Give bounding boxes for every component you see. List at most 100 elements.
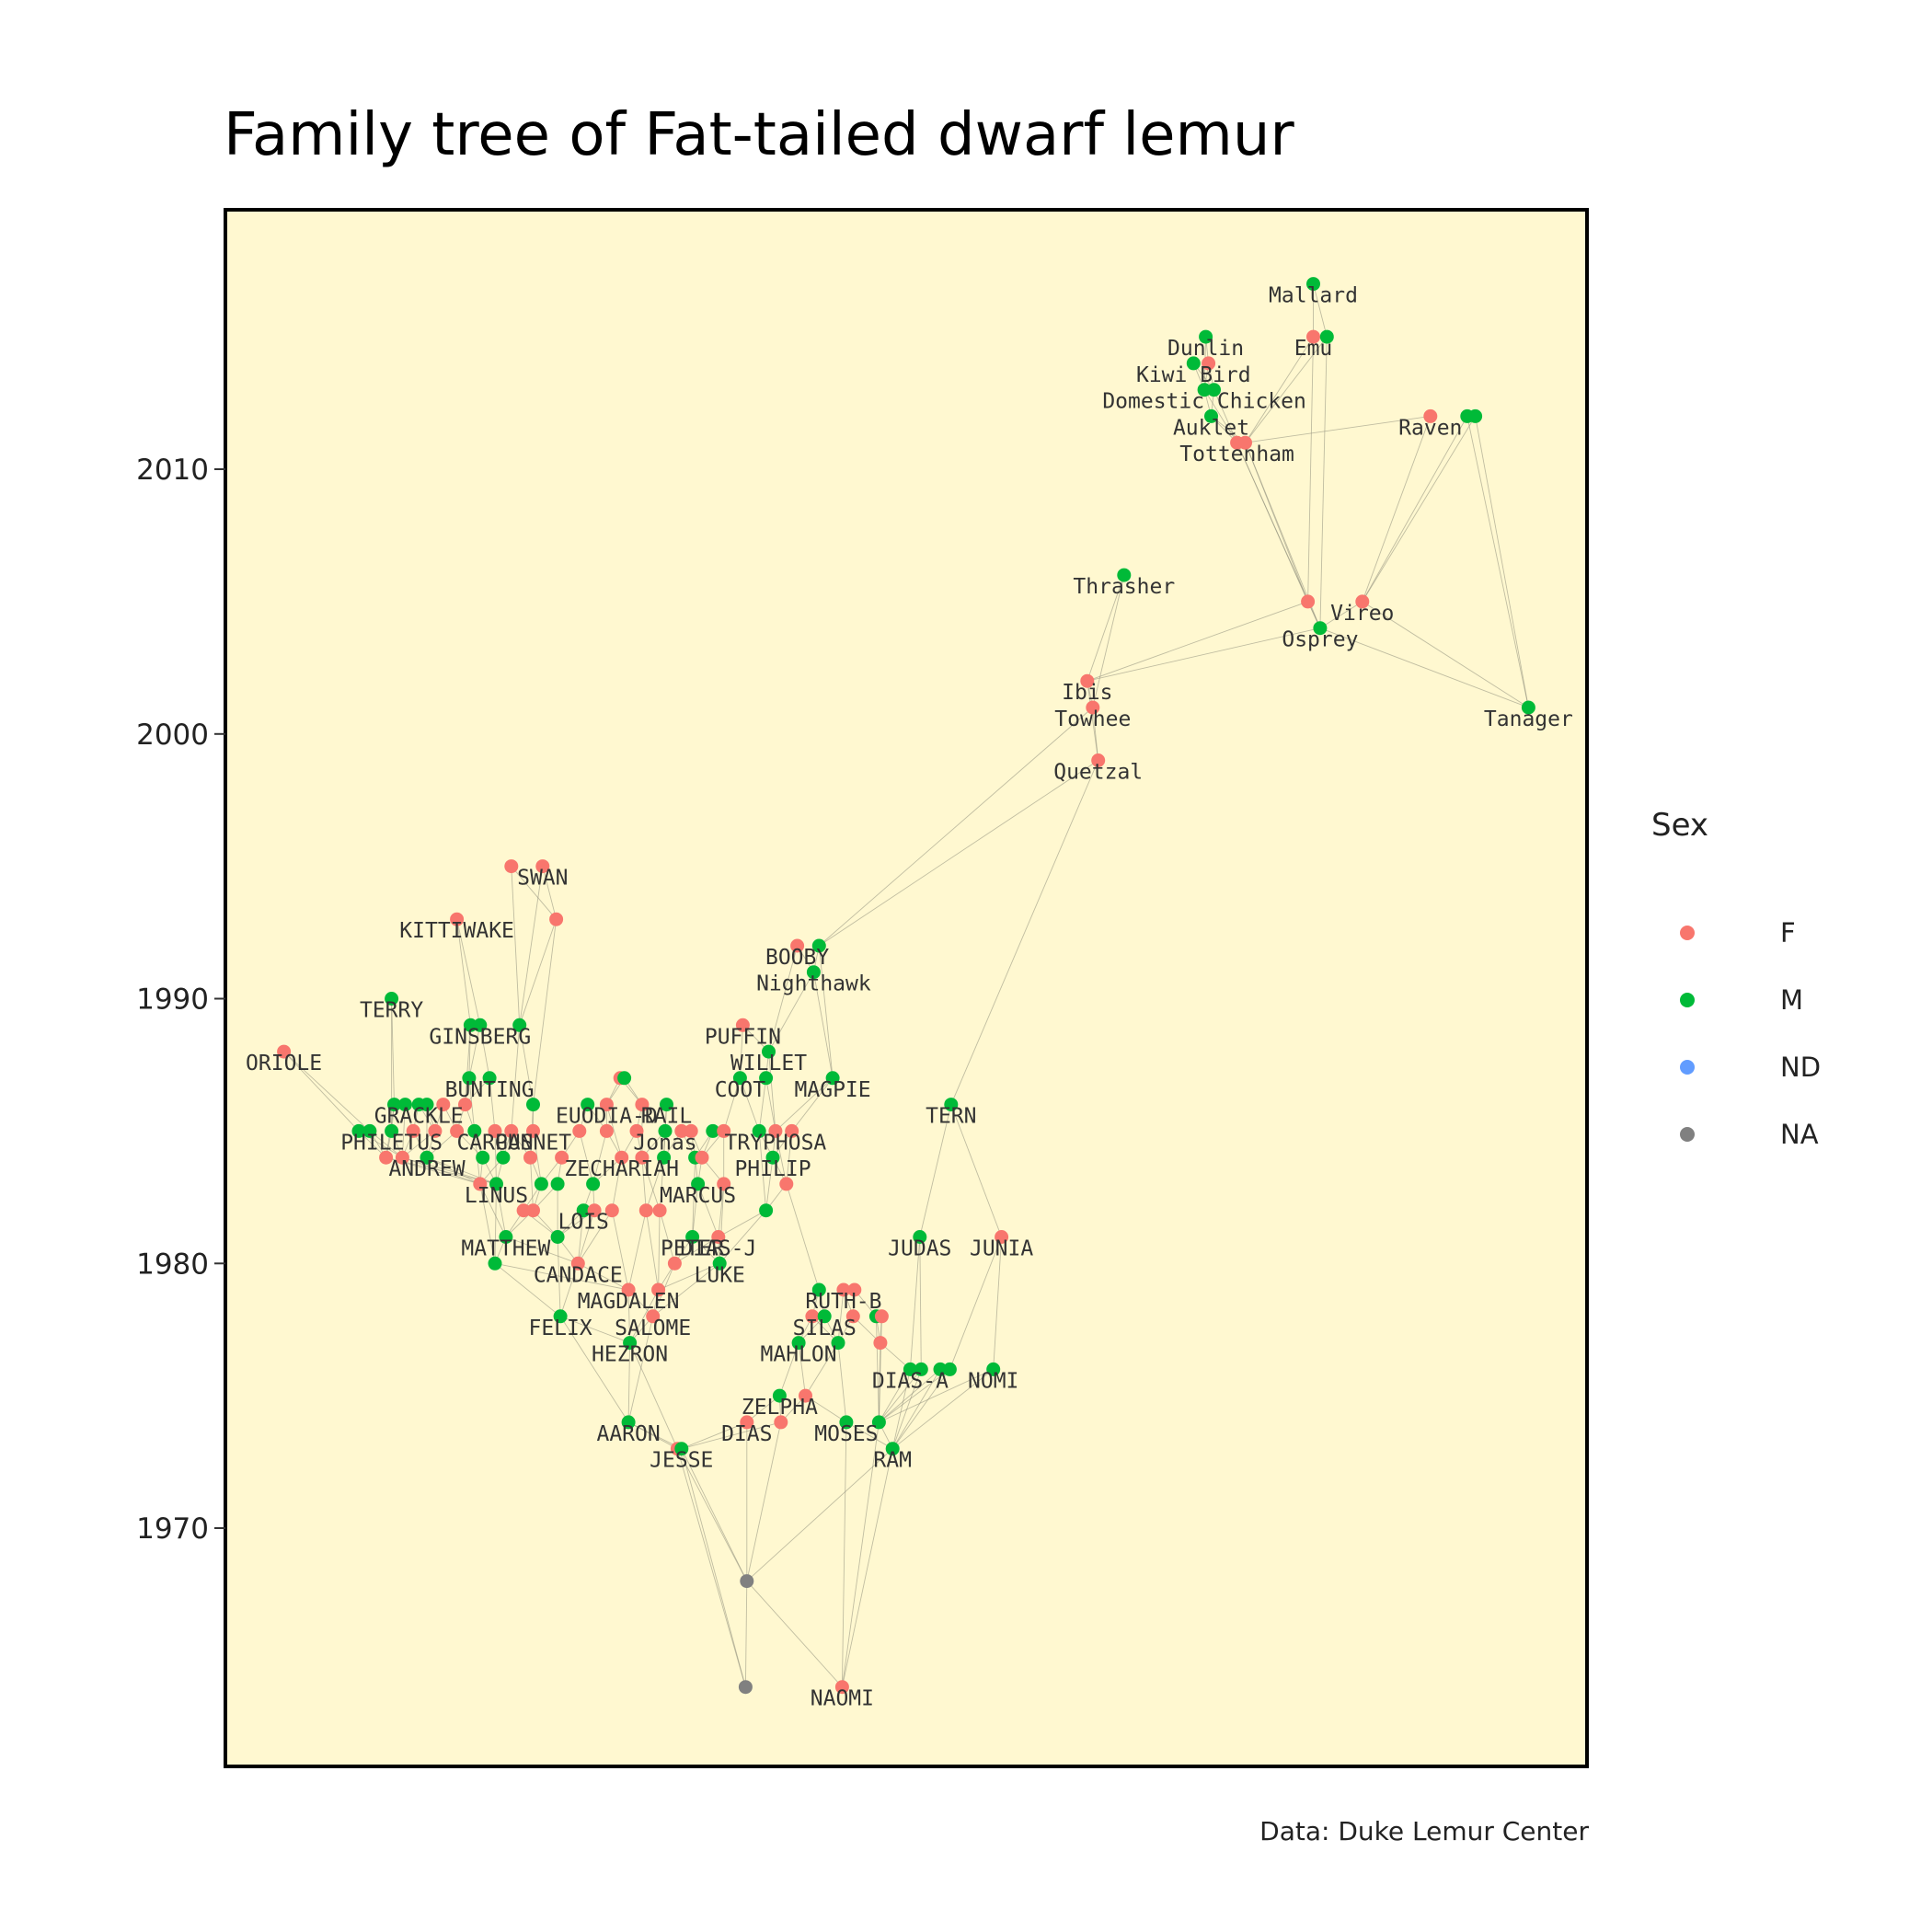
- lemur-node: [553, 1309, 568, 1324]
- lemur-node: [845, 1309, 860, 1324]
- family-edge: [681, 1448, 748, 1581]
- family-edge: [723, 1077, 741, 1132]
- node-label: AARON: [596, 1422, 660, 1446]
- family-edge: [494, 1131, 497, 1184]
- family-edge: [739, 1025, 743, 1078]
- node-label: MOSES: [814, 1422, 878, 1446]
- lemur-node: [496, 1150, 511, 1165]
- node-label: Quetzal: [1053, 761, 1143, 785]
- lemur-node: [621, 1415, 636, 1430]
- node-label: LUKE: [695, 1263, 745, 1287]
- node-label: SILAS: [793, 1317, 857, 1340]
- family-edge: [765, 1077, 776, 1132]
- family-edge: [786, 1183, 820, 1291]
- lemur-node: [759, 1071, 774, 1086]
- node-label: WILLET: [730, 1052, 807, 1075]
- family-edge: [718, 1210, 766, 1237]
- family-edge: [577, 1210, 613, 1264]
- family-edge: [1245, 415, 1431, 443]
- family-edge: [519, 1025, 534, 1105]
- family-edge: [681, 1448, 746, 1687]
- family-edge: [401, 1104, 406, 1158]
- lemur-node: [735, 1018, 750, 1032]
- family-edge: [479, 1183, 507, 1237]
- family-edge: [1245, 336, 1328, 443]
- lemur-node: [942, 1362, 957, 1376]
- family-edge: [841, 1448, 893, 1687]
- family-edge: [629, 1289, 659, 1343]
- lemur-node: [711, 1230, 726, 1244]
- family-edge: [746, 1448, 893, 1581]
- lemur-node: [740, 1574, 754, 1589]
- family-edge: [786, 1131, 793, 1184]
- lemur-node: [535, 859, 550, 874]
- family-edge: [768, 972, 814, 1052]
- node-label: Nighthawk: [756, 972, 871, 996]
- lemur-node: [799, 1388, 812, 1403]
- family-edge: [775, 1077, 834, 1132]
- lemur-node: [629, 1123, 644, 1138]
- lemur-node: [549, 912, 564, 926]
- lemur-node: [732, 1071, 747, 1086]
- family-edge: [950, 1104, 1003, 1237]
- family-edge: [519, 866, 544, 1026]
- family-edge: [837, 1342, 847, 1422]
- lemur-node: [385, 992, 399, 1006]
- family-edge: [805, 1395, 847, 1423]
- lemur-node: [871, 1415, 886, 1430]
- family-edge: [391, 998, 395, 1105]
- node-label: DIAS: [721, 1422, 772, 1446]
- family-edge: [456, 919, 481, 1026]
- lemur-node: [462, 1071, 477, 1086]
- family-edge: [681, 1421, 747, 1450]
- lemur-node: [587, 1203, 602, 1218]
- family-edge: [758, 1077, 767, 1132]
- lemur-node: [638, 1203, 653, 1218]
- lemur-node: [1202, 356, 1216, 371]
- plot-panel: [225, 210, 1587, 1766]
- node-label: BOOBY: [765, 946, 829, 970]
- lemur-node: [476, 1150, 490, 1165]
- family-edge: [1092, 574, 1125, 708]
- lemur-node: [759, 1203, 774, 1218]
- lemur-node: [667, 1256, 682, 1271]
- lemur-node: [488, 1123, 502, 1138]
- family-edge: [778, 1342, 799, 1397]
- family-edge: [426, 1156, 481, 1185]
- node-label: Ibis: [1062, 681, 1112, 705]
- lemur-node: [277, 1044, 292, 1059]
- lemur-node: [944, 1098, 959, 1112]
- lemur-node: [1117, 568, 1132, 582]
- lemur-node: [885, 1442, 900, 1456]
- family-edge: [719, 1183, 725, 1264]
- family-edge: [891, 1369, 994, 1450]
- node-label: RAM: [873, 1449, 912, 1473]
- lemur-node: [420, 1098, 434, 1112]
- node-label: SWAN: [517, 867, 568, 891]
- family-edge: [878, 1342, 881, 1422]
- legend-key: [1680, 926, 1695, 940]
- lemur-node: [599, 1123, 614, 1138]
- family-edge: [1319, 627, 1529, 708]
- lemur-node: [811, 1282, 826, 1297]
- family-edge: [875, 1316, 880, 1422]
- family-edge: [479, 1025, 490, 1078]
- lemur-node: [646, 1309, 661, 1324]
- family-edge: [519, 919, 558, 1026]
- chart-caption: Data: Duke Lemur Center: [1259, 1816, 1589, 1846]
- lemur-node: [615, 1150, 629, 1165]
- node-label: EUODIA-D: [556, 1105, 658, 1129]
- node-label: DIAS-J: [680, 1237, 756, 1261]
- lemur-node: [550, 1230, 565, 1244]
- lemur-node: [467, 1123, 482, 1138]
- lemur-node: [805, 1309, 820, 1324]
- lemur-node: [817, 1309, 832, 1324]
- node-label: FELIX: [528, 1317, 592, 1340]
- node-label: CANDACE: [534, 1263, 623, 1287]
- node-label: Towhee: [1054, 707, 1131, 731]
- y-tick-label: 2000: [136, 719, 209, 752]
- node-label: SALOME: [615, 1317, 691, 1340]
- lemur-node: [765, 1150, 780, 1165]
- family-edge: [1319, 601, 1363, 629]
- node-label: LOIS: [558, 1211, 609, 1235]
